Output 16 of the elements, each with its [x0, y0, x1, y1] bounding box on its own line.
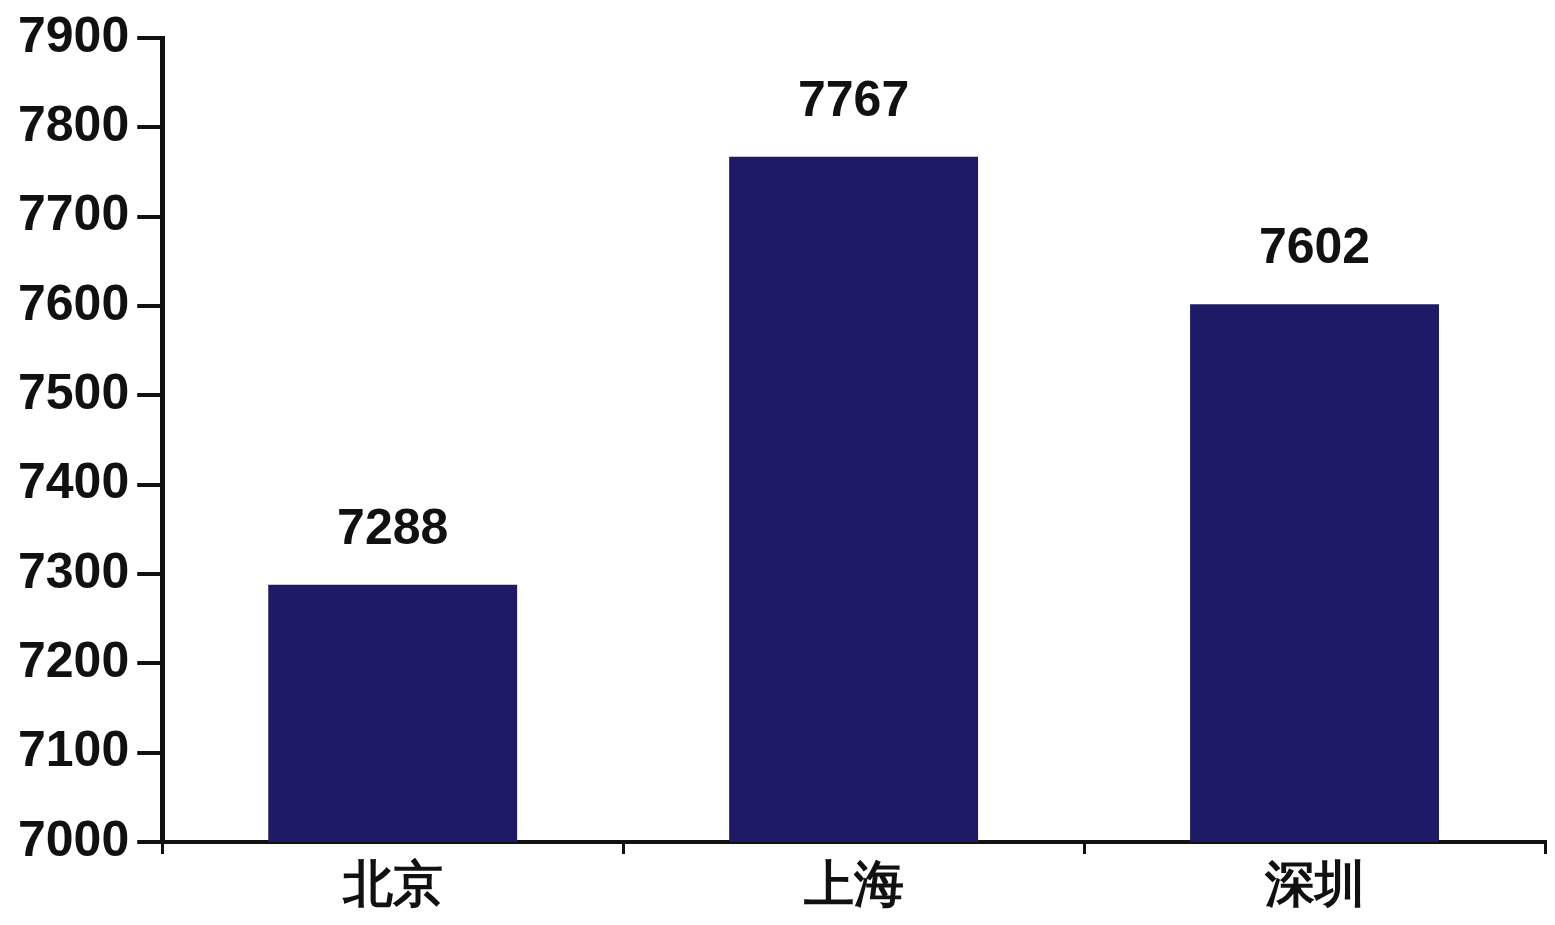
x-tick-label: 上海 — [802, 855, 904, 912]
data-label: 7767 — [798, 70, 910, 127]
y-tick-label: 7900 — [18, 6, 130, 63]
y-tick-label: 7300 — [18, 542, 130, 599]
y-tick-label: 7100 — [18, 721, 130, 778]
y-tick-label: 7800 — [18, 96, 130, 153]
x-tick-label: 深圳 — [1263, 855, 1365, 912]
y-tick-label: 7000 — [18, 810, 130, 867]
y-tick-label: 7400 — [18, 453, 130, 510]
x-tick-label: 北京 — [341, 855, 443, 912]
y-tick-label: 7600 — [18, 274, 130, 331]
y-tick-label: 7700 — [18, 185, 130, 242]
data-label: 7602 — [1258, 217, 1371, 274]
y-tick-label: 7500 — [18, 364, 130, 421]
y-tick-label: 7200 — [18, 632, 130, 689]
data-label: 7288 — [337, 498, 449, 555]
